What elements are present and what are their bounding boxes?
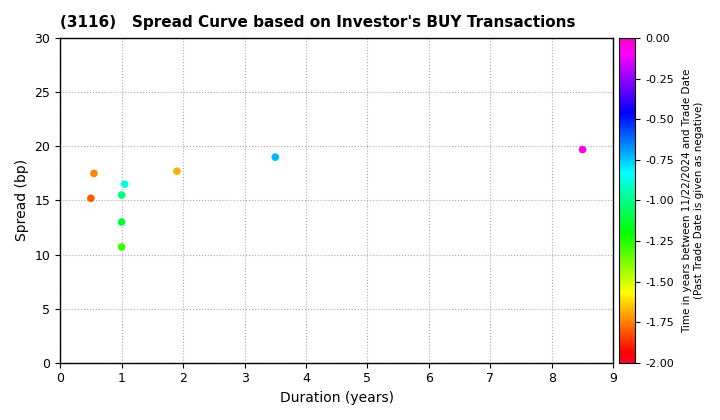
Y-axis label: Spread (bp): Spread (bp): [15, 159, 29, 242]
Point: [116, 192, 127, 198]
Point: [171, 168, 183, 175]
Point: [116, 219, 127, 226]
Point: [119, 181, 130, 188]
Point: [85, 195, 96, 202]
Text: (3116)   Spread Curve based on Investor's BUY Transactions: (3116) Spread Curve based on Investor's …: [60, 15, 576, 30]
Point: [269, 154, 281, 160]
Point: [88, 170, 99, 177]
Y-axis label: Time in years between 11/22/2024 and Trade Date
(Past Trade Date is given as neg: Time in years between 11/22/2024 and Tra…: [682, 68, 703, 333]
Point: [116, 244, 127, 250]
Point: [577, 146, 588, 153]
X-axis label: Duration (years): Duration (years): [279, 391, 394, 405]
